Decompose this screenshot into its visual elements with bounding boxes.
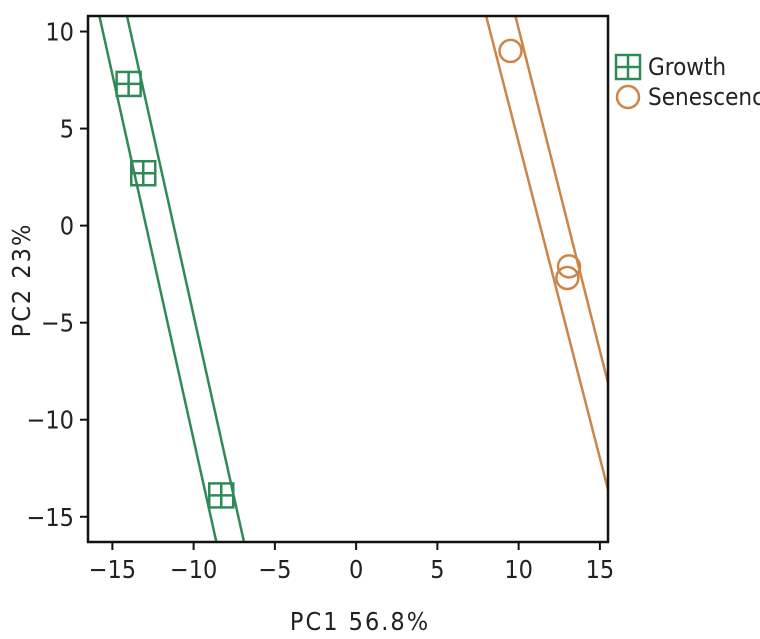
x-tick-label: −5 (258, 555, 291, 584)
x-axis: −15 −10 −5 0 5 10 15 (89, 542, 615, 584)
series-growth (98, 16, 246, 542)
legend-marker-circle (615, 84, 641, 110)
senescence-band-line-2 (514, 16, 608, 384)
senescence-point-3 (555, 265, 580, 291)
y-tick-label: −10 (27, 406, 74, 435)
growth-band-line-2 (125, 16, 246, 542)
growth-point-2 (130, 159, 157, 187)
legend-marker-square-cross (614, 53, 642, 81)
y-tick-label: −5 (41, 309, 74, 338)
senescence-band-line-1 (484, 16, 608, 490)
growth-point-3 (208, 482, 235, 509)
x-tick-label: −15 (89, 555, 136, 584)
x-tick-label: 10 (504, 555, 533, 584)
x-axis-title: PC1 56.8% (290, 607, 430, 636)
plot-frame (86, 14, 610, 544)
legend-item-senescence: Senescence (615, 83, 760, 111)
legend-label: Senescence (648, 83, 760, 111)
legend-label: Growth (648, 53, 726, 81)
series-senescence (484, 16, 608, 490)
y-tick-label: 0 (60, 212, 74, 241)
x-tick-label: −10 (170, 555, 217, 584)
plot-marks (98, 16, 608, 542)
y-tick-label: −15 (27, 503, 74, 532)
growth-point-1 (115, 70, 142, 98)
y-axis: 10 5 0 −5 −10 −15 (27, 18, 88, 532)
y-axis-title: PC2 23% (7, 223, 36, 338)
senescence-point-2 (556, 254, 582, 279)
y-tick-label: 5 (60, 115, 74, 144)
x-tick-label: 0 (349, 555, 363, 584)
x-tick-label: 5 (430, 555, 444, 584)
senescence-point-1 (498, 38, 523, 64)
x-tick-label: 15 (586, 555, 615, 584)
y-tick-label: 10 (45, 18, 74, 47)
legend: GrowthSenescence (614, 53, 760, 111)
legend-item-growth: Growth (614, 53, 726, 81)
growth-band-line-1 (98, 16, 218, 542)
